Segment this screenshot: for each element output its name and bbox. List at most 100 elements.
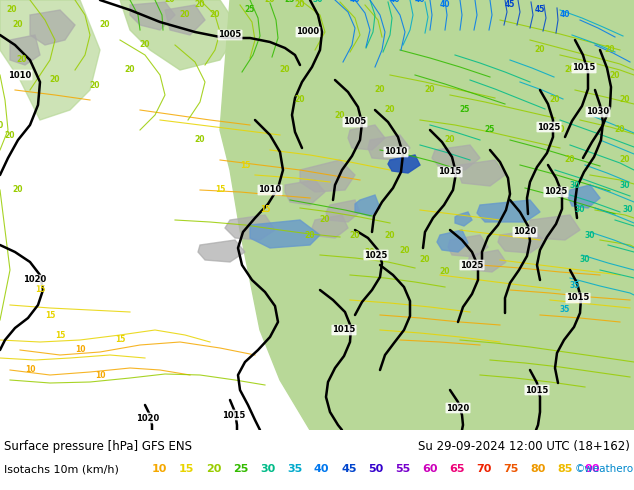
Text: 15: 15 bbox=[45, 311, 55, 319]
Text: 1000: 1000 bbox=[297, 27, 320, 36]
Polygon shape bbox=[220, 0, 634, 430]
Polygon shape bbox=[448, 235, 488, 257]
Text: 20: 20 bbox=[305, 230, 315, 240]
Polygon shape bbox=[477, 200, 540, 222]
Text: 20: 20 bbox=[16, 55, 27, 65]
Text: 20: 20 bbox=[195, 136, 205, 145]
Text: 30: 30 bbox=[570, 180, 580, 190]
Text: 20: 20 bbox=[13, 21, 23, 29]
Polygon shape bbox=[432, 145, 480, 170]
Text: 1010: 1010 bbox=[8, 71, 32, 79]
Text: 10: 10 bbox=[75, 345, 85, 354]
Polygon shape bbox=[285, 180, 325, 205]
Text: 20: 20 bbox=[139, 41, 150, 49]
Text: 20: 20 bbox=[295, 0, 305, 9]
Text: 20: 20 bbox=[400, 245, 410, 254]
Text: 20: 20 bbox=[280, 66, 290, 74]
Polygon shape bbox=[0, 0, 100, 120]
Text: 1015: 1015 bbox=[223, 411, 246, 419]
Text: 1010: 1010 bbox=[384, 147, 408, 156]
Text: 20: 20 bbox=[90, 80, 100, 90]
Text: 20: 20 bbox=[350, 230, 360, 240]
Text: 40: 40 bbox=[415, 0, 425, 4]
Polygon shape bbox=[528, 215, 580, 240]
Text: 45: 45 bbox=[535, 5, 545, 15]
Polygon shape bbox=[355, 195, 380, 216]
Text: 1015: 1015 bbox=[566, 294, 590, 302]
Text: 35: 35 bbox=[560, 305, 570, 315]
Text: 30: 30 bbox=[623, 205, 633, 215]
Text: 20: 20 bbox=[425, 85, 436, 95]
Text: ©weatheronline.co.uk: ©weatheronline.co.uk bbox=[575, 464, 634, 474]
Text: 20: 20 bbox=[206, 464, 221, 474]
Polygon shape bbox=[368, 135, 410, 160]
Text: 55: 55 bbox=[395, 464, 410, 474]
Text: 20: 20 bbox=[605, 46, 615, 54]
Text: 1015: 1015 bbox=[526, 386, 548, 394]
Text: 1025: 1025 bbox=[545, 188, 567, 196]
Text: Isotachs 10m (km/h): Isotachs 10m (km/h) bbox=[4, 464, 119, 474]
Text: 20: 20 bbox=[4, 130, 15, 140]
Text: Su 29-09-2024 12:00 UTC (18+162): Su 29-09-2024 12:00 UTC (18+162) bbox=[418, 440, 630, 453]
Polygon shape bbox=[120, 0, 240, 70]
Polygon shape bbox=[568, 185, 600, 208]
Text: 20: 20 bbox=[13, 186, 23, 195]
Text: 15: 15 bbox=[115, 336, 125, 344]
Text: 20: 20 bbox=[555, 125, 566, 134]
Text: 90: 90 bbox=[584, 464, 600, 474]
Text: 30: 30 bbox=[585, 230, 595, 240]
Text: 20: 20 bbox=[180, 10, 190, 20]
Text: 40: 40 bbox=[560, 10, 570, 20]
Text: 50: 50 bbox=[368, 464, 383, 474]
Polygon shape bbox=[250, 220, 320, 248]
Text: 25: 25 bbox=[460, 105, 470, 115]
Text: 20: 20 bbox=[565, 66, 575, 74]
Text: 20: 20 bbox=[620, 96, 630, 104]
Text: 25: 25 bbox=[285, 0, 295, 4]
Text: 30: 30 bbox=[579, 255, 590, 265]
Text: 15: 15 bbox=[35, 286, 45, 294]
Text: 20: 20 bbox=[49, 75, 60, 84]
Polygon shape bbox=[225, 215, 275, 240]
Text: 1015: 1015 bbox=[573, 64, 596, 73]
Text: 10: 10 bbox=[152, 464, 167, 474]
Text: 20: 20 bbox=[444, 136, 455, 145]
Polygon shape bbox=[30, 10, 75, 45]
Text: 30: 30 bbox=[313, 0, 323, 4]
Text: 20: 20 bbox=[195, 0, 205, 9]
Text: 75: 75 bbox=[503, 464, 519, 474]
Text: 60: 60 bbox=[422, 464, 437, 474]
Text: 25: 25 bbox=[245, 5, 256, 15]
Text: 80: 80 bbox=[530, 464, 545, 474]
Text: 1020: 1020 bbox=[23, 275, 47, 285]
Text: 20: 20 bbox=[210, 10, 220, 20]
Text: 15: 15 bbox=[260, 205, 270, 215]
Text: Surface pressure [hPa] GFS ENS: Surface pressure [hPa] GFS ENS bbox=[4, 440, 192, 453]
Text: 20: 20 bbox=[534, 46, 545, 54]
Text: 10: 10 bbox=[25, 366, 36, 374]
Text: 35: 35 bbox=[570, 280, 580, 290]
Text: 85: 85 bbox=[557, 464, 573, 474]
Text: 65: 65 bbox=[449, 464, 465, 474]
Polygon shape bbox=[437, 230, 468, 252]
Polygon shape bbox=[165, 5, 205, 35]
Text: 40: 40 bbox=[350, 0, 360, 4]
Text: 20: 20 bbox=[385, 230, 395, 240]
Text: 40: 40 bbox=[314, 464, 330, 474]
Text: 30: 30 bbox=[620, 180, 630, 190]
Text: 20: 20 bbox=[550, 96, 560, 104]
Polygon shape bbox=[458, 160, 505, 186]
Text: 30: 30 bbox=[260, 464, 275, 474]
Text: 15: 15 bbox=[179, 464, 195, 474]
Text: 10: 10 bbox=[94, 370, 105, 379]
Text: 1010: 1010 bbox=[259, 186, 281, 195]
Text: 1020: 1020 bbox=[136, 414, 160, 422]
Polygon shape bbox=[468, 250, 506, 272]
Text: 35: 35 bbox=[287, 464, 302, 474]
Polygon shape bbox=[130, 2, 175, 30]
Text: 1005: 1005 bbox=[218, 30, 242, 40]
Text: 1025: 1025 bbox=[365, 250, 387, 260]
Polygon shape bbox=[326, 200, 360, 222]
Text: 1005: 1005 bbox=[344, 118, 366, 126]
Text: 20: 20 bbox=[165, 0, 175, 4]
